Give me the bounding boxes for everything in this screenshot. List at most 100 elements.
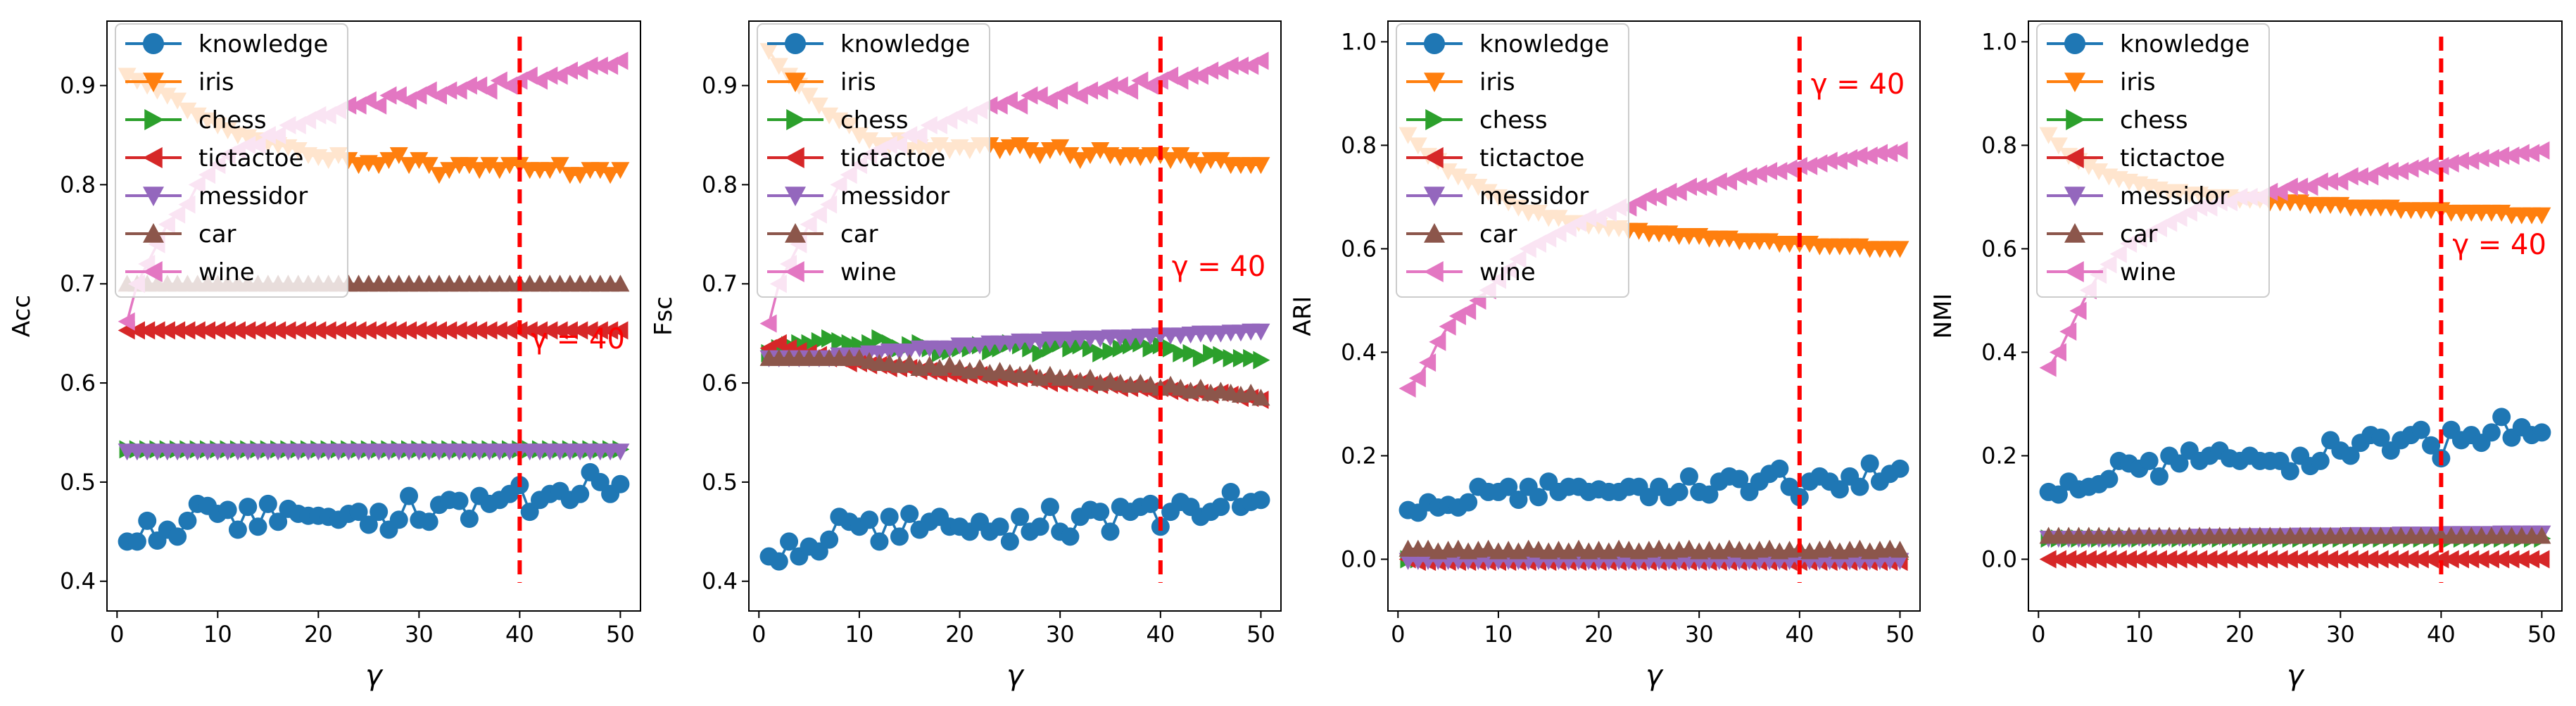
data-point-chess bbox=[1213, 346, 1230, 365]
data-point-knowledge bbox=[450, 491, 469, 510]
data-point-wine bbox=[2451, 151, 2470, 170]
data-point-knowledge bbox=[1221, 482, 1240, 501]
legend-label-tictactoe: tictactoe bbox=[840, 144, 945, 172]
legend-marker-car bbox=[143, 223, 164, 243]
legend-label-chess: chess bbox=[1479, 106, 1548, 134]
data-point-chess bbox=[1142, 339, 1160, 358]
data-point-iris bbox=[470, 162, 489, 179]
y-tick-label: 0.4 bbox=[60, 568, 96, 595]
data-point-wine bbox=[118, 312, 135, 331]
data-point-knowledge bbox=[1830, 480, 1849, 499]
data-point-knowledge bbox=[370, 503, 389, 522]
data-point-car bbox=[850, 348, 869, 366]
data-point-wine bbox=[1750, 164, 1767, 183]
data-point-wine bbox=[1870, 144, 1888, 163]
data-point-tictactoe bbox=[2120, 550, 2138, 569]
data-point-knowledge bbox=[419, 512, 438, 531]
y-tick-label: 0.4 bbox=[1341, 339, 1377, 365]
data-point-chess bbox=[1082, 339, 1099, 358]
data-point-tictactoe bbox=[2492, 550, 2510, 569]
data-point-wine bbox=[2059, 322, 2077, 341]
data-point-iris bbox=[1021, 142, 1040, 160]
data-point-car bbox=[1040, 365, 1059, 383]
data-point-messidor bbox=[900, 343, 919, 360]
data-point-iris bbox=[1061, 147, 1080, 165]
data-point-car bbox=[1448, 539, 1467, 557]
legend-label-messidor: messidor bbox=[840, 182, 949, 210]
data-point-tictactoe bbox=[450, 321, 467, 340]
data-point-wine bbox=[2502, 146, 2520, 165]
y-tick-label: 0.6 bbox=[1981, 235, 2017, 262]
data-point-wine bbox=[1419, 353, 1437, 372]
legend-label-car: car bbox=[840, 220, 878, 248]
data-point-knowledge bbox=[1700, 485, 1719, 504]
data-point-knowledge bbox=[1040, 498, 1059, 517]
chart-panel-fsc: γ = 40 0 10 20 30 40 50 0.4 0.5 0.6 0.7 0.8 0.9 γ Fsc k… bbox=[650, 20, 1282, 692]
data-point-knowledge bbox=[1890, 459, 1909, 478]
data-point-chess bbox=[1092, 343, 1110, 363]
data-point-tictactoe bbox=[601, 321, 619, 340]
x-tick-label: 20 bbox=[945, 621, 974, 648]
data-point-tictactoe bbox=[2261, 550, 2278, 569]
data-point-knowledge bbox=[780, 532, 799, 551]
x-axis-label: γ bbox=[1646, 660, 1664, 692]
data-point-car bbox=[920, 355, 939, 373]
data-point-tictactoe bbox=[158, 321, 175, 340]
data-point-iris bbox=[591, 162, 610, 179]
data-point-wine bbox=[2392, 162, 2409, 181]
data-point-wine bbox=[440, 81, 457, 100]
data-point-tictactoe bbox=[400, 321, 417, 340]
legend-box bbox=[757, 23, 990, 298]
data-point-wine bbox=[370, 96, 387, 115]
data-point-knowledge bbox=[228, 520, 247, 539]
legend-marker-car bbox=[1424, 223, 1445, 243]
data-point-wine bbox=[1660, 182, 1677, 201]
data-point-iris bbox=[1080, 147, 1099, 165]
data-point-wine bbox=[1439, 317, 1456, 336]
data-point-tictactoe bbox=[2301, 550, 2318, 569]
x-tick-label: 40 bbox=[505, 621, 534, 648]
data-point-knowledge bbox=[2170, 454, 2189, 473]
data-point-tictactoe bbox=[208, 321, 226, 340]
data-point-knowledge bbox=[1679, 467, 1698, 486]
data-point-tictactoe bbox=[2442, 550, 2459, 569]
x-tick-label: 40 bbox=[2427, 621, 2456, 648]
data-point-tictactoe bbox=[2392, 550, 2409, 569]
plot-area bbox=[118, 51, 630, 551]
data-point-iris bbox=[1011, 137, 1030, 155]
data-point-wine bbox=[1459, 301, 1477, 320]
data-point-car bbox=[1850, 539, 1869, 557]
x-tick-label: 20 bbox=[2225, 621, 2254, 648]
data-point-knowledge bbox=[2341, 446, 2360, 465]
legend-label-knowledge: knowledge bbox=[840, 30, 970, 58]
x-tick-label: 10 bbox=[845, 621, 874, 648]
data-point-wine bbox=[2341, 167, 2359, 186]
y-tick-label: 0.9 bbox=[702, 73, 738, 99]
data-point-knowledge bbox=[1509, 490, 1528, 509]
data-point-knowledge bbox=[2411, 420, 2430, 439]
data-point-knowledge bbox=[1669, 482, 1688, 501]
data-point-wine bbox=[1690, 177, 1707, 196]
data-point-knowledge bbox=[400, 486, 419, 505]
data-point-knowledge bbox=[178, 511, 197, 530]
data-point-knowledge bbox=[349, 503, 368, 522]
data-point-tictactoe bbox=[2069, 550, 2087, 569]
data-point-iris bbox=[429, 167, 448, 184]
data-point-knowledge bbox=[591, 472, 610, 491]
data-point-car bbox=[1479, 539, 1498, 557]
legend-marker-chess bbox=[786, 109, 806, 130]
data-point-wine bbox=[2311, 172, 2328, 191]
data-point-tictactoe bbox=[2100, 550, 2117, 569]
series-car bbox=[1399, 539, 1909, 560]
chart-panel-acc: γ = 40 0 10 20 30 40 50 0.4 0.5 0.6 0.7 0.8 0.9 γ Acc k… bbox=[8, 20, 641, 692]
y-axis-label: ARI bbox=[1289, 296, 1317, 336]
y-tick-label: 1.0 bbox=[1341, 28, 1377, 55]
data-point-iris bbox=[1181, 152, 1200, 170]
data-point-knowledge bbox=[1211, 498, 1230, 517]
data-point-wine bbox=[1121, 81, 1139, 100]
data-point-wine bbox=[759, 314, 777, 333]
data-point-tictactoe bbox=[279, 321, 296, 340]
data-point-knowledge bbox=[2280, 462, 2299, 481]
data-point-tictactoe bbox=[460, 321, 477, 340]
data-point-car bbox=[1021, 363, 1040, 382]
